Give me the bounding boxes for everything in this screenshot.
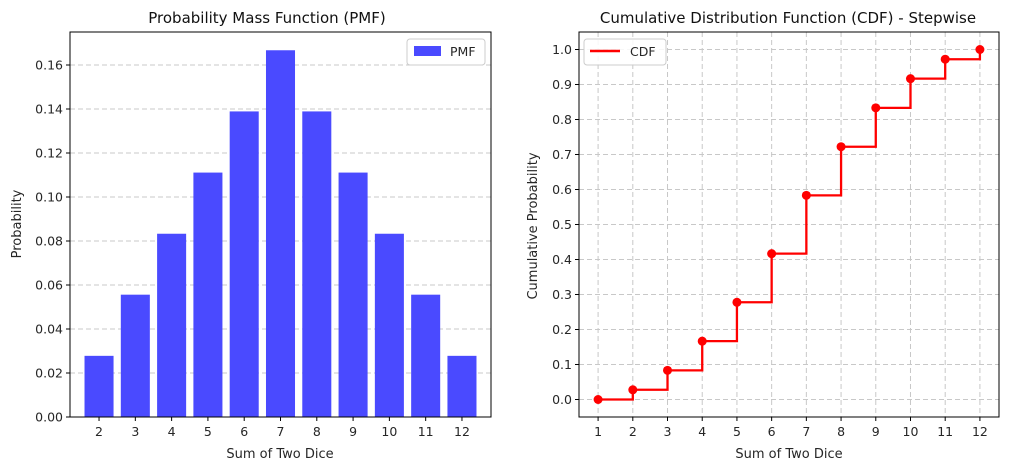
cdf-point [940, 54, 950, 64]
pmf-bar [84, 355, 114, 417]
pmf-bar [193, 172, 223, 417]
pmf-x-tick-label: 10 [381, 424, 397, 439]
pmf-y-tick-label: 0.14 [35, 102, 63, 117]
pmf-bar [338, 172, 368, 417]
cdf-point [905, 74, 915, 84]
pmf-x-axis-label: Sum of Two Dice [226, 447, 333, 462]
cdf-y-tick-label: 0.9 [552, 77, 572, 92]
cdf-panel: Cumulative Distribution Function (CDF) -… [526, 9, 1000, 462]
cdf-point [836, 142, 846, 152]
pmf-bars [84, 50, 477, 418]
cdf-x-axis-label: Sum of Two Dice [735, 447, 842, 462]
cdf-title: Cumulative Distribution Function (CDF) -… [600, 9, 976, 27]
cdf-point [732, 297, 742, 307]
pmf-legend: PMF [406, 38, 486, 66]
pmf-y-tick-label: 0.10 [35, 190, 63, 205]
pmf-x-tick-label: 8 [313, 424, 321, 439]
cdf-x-tick-label: 11 [937, 424, 953, 439]
cdf-y-tick-label: 0.1 [552, 357, 572, 372]
cdf-point [593, 395, 603, 404]
pmf-bar [229, 111, 259, 418]
cdf-y-axis-label: Cumulative Probability [526, 152, 541, 299]
pmf-bar [374, 233, 404, 417]
pmf-x-tick-label: 6 [240, 424, 248, 439]
cdf-point [767, 249, 777, 259]
cdf-y-tick-label: 1.0 [552, 42, 572, 57]
pmf-y-tick-label: 0.08 [35, 234, 63, 249]
cdf-x-tick-label: 9 [872, 424, 880, 439]
cdf-y-tick-label: 0.4 [552, 252, 572, 267]
pmf-x-tick-label: 5 [204, 424, 212, 439]
cdf-x-tick-label: 10 [903, 424, 919, 439]
pmf-title: Probability Mass Function (PMF) [148, 9, 385, 27]
pmf-x-tick-label: 9 [349, 424, 357, 439]
pmf-bar [302, 111, 332, 418]
cdf-point [663, 365, 673, 375]
pmf-y-tick-label: 0.16 [35, 58, 63, 73]
cdf-y-tick-label: 0.7 [552, 147, 572, 162]
pmf-legend-swatch [414, 46, 441, 56]
cdf-legend-label: CDF [630, 44, 656, 59]
cdf-y-tick-label: 0.2 [552, 322, 572, 337]
pmf-x-tick-label: 4 [168, 424, 176, 439]
cdf-x-tick-label: 12 [972, 424, 988, 439]
cdf-y-tick-label: 0.3 [552, 287, 572, 302]
pmf-y-tick-label: 0.12 [35, 146, 63, 161]
pmf-x-ticks: 2 3 4 5 6 7 8 9 10 11 12 [95, 417, 470, 439]
pmf-legend-box [406, 38, 486, 66]
cdf-x-ticks: 1 2 3 4 5 6 7 8 9 10 11 12 [594, 417, 988, 439]
pmf-bar [411, 294, 441, 417]
cdf-legend-box [583, 38, 667, 66]
cdf-points [593, 45, 985, 404]
pmf-y-axis-label: Probability [10, 189, 25, 258]
pmf-x-tick-label: 3 [131, 424, 139, 439]
pmf-bar [157, 233, 187, 417]
pmf-x-tick-label: 2 [95, 424, 103, 439]
pmf-y-tick-label: 0.04 [35, 322, 63, 337]
pmf-y-tick-label: 0.00 [35, 410, 63, 425]
cdf-x-tick-label: 1 [594, 424, 602, 439]
cdf-x-tick-label: 2 [629, 424, 637, 439]
cdf-step-line [598, 49, 982, 401]
pmf-x-tick-label: 7 [277, 424, 285, 439]
cdf-x-tick-label: 8 [837, 424, 845, 439]
cdf-legend: CDF [583, 38, 667, 66]
pmf-x-tick-label: 11 [418, 424, 434, 439]
pmf-x-tick-label: 12 [454, 424, 470, 439]
cdf-point [628, 385, 638, 395]
cdf-x-tick-label: 7 [802, 424, 810, 439]
pmf-y-tick-label: 0.06 [35, 278, 63, 293]
cdf-x-tick-label: 6 [768, 424, 776, 439]
cdf-y-ticks: 0.0 0.1 0.2 0.3 0.4 0.5 0.6 0.7 0.8 0.9 1.0 [552, 42, 579, 407]
cdf-x-tick-label: 5 [733, 424, 741, 439]
pmf-bar [265, 50, 296, 417]
pmf-bar [120, 294, 150, 417]
cdf-y-tick-label: 0.6 [552, 182, 572, 197]
pmf-y-tick-label: 0.02 [35, 366, 63, 381]
cdf-y-tick-label: 0.0 [552, 392, 572, 407]
cdf-y-tick-label: 0.5 [552, 217, 572, 232]
cdf-point [801, 190, 811, 200]
cdf-x-tick-label: 3 [664, 424, 672, 439]
cdf-point [975, 45, 985, 54]
pmf-y-ticks: 0.00 0.02 0.04 0.06 0.08 0.10 0.12 0.14 0.16 [35, 58, 70, 425]
cdf-y-tick-label: 0.8 [552, 112, 572, 127]
cdf-series-line [598, 49, 982, 401]
cdf-gridlines [579, 32, 999, 417]
pmf-panel: Probability Mass Function (PMF) 0.00 0.02… [10, 9, 492, 462]
pmf-bar [447, 355, 477, 417]
cdf-x-tick-label: 4 [698, 424, 706, 439]
cdf-point [871, 103, 881, 113]
pmf-legend-label: PMF [450, 44, 476, 59]
cdf-point [697, 336, 707, 346]
